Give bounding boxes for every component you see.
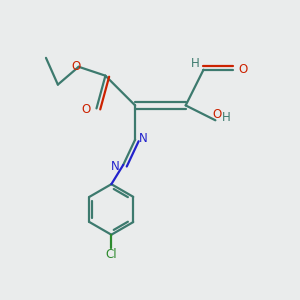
Text: N: N: [111, 160, 119, 173]
Text: O: O: [238, 63, 248, 76]
Text: N: N: [139, 132, 148, 145]
Text: H: H: [191, 57, 200, 70]
Text: H: H: [222, 111, 231, 124]
Text: Cl: Cl: [106, 248, 117, 260]
Text: O: O: [212, 108, 221, 122]
Text: O: O: [72, 60, 81, 73]
Text: O: O: [82, 103, 91, 116]
